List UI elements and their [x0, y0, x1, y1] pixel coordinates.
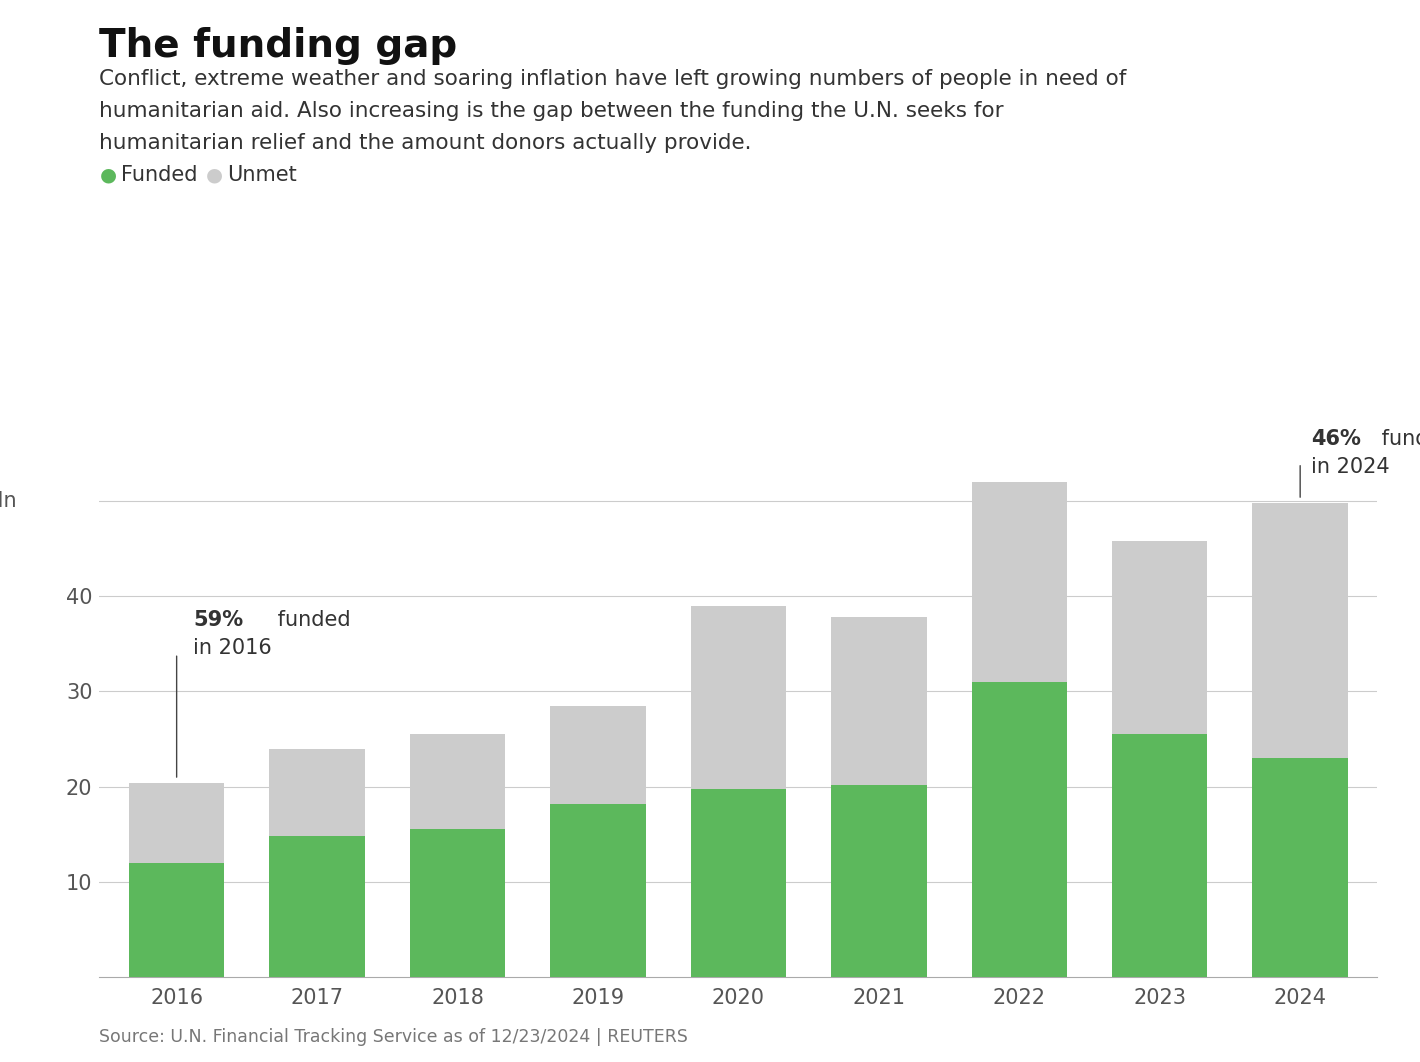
- Bar: [690, 605, 787, 788]
- Bar: [1112, 541, 1207, 734]
- Bar: [1252, 503, 1348, 758]
- Bar: [1252, 758, 1348, 977]
- Text: ●: ●: [206, 166, 223, 185]
- Text: Funded: Funded: [121, 166, 197, 185]
- Bar: [410, 734, 506, 829]
- Bar: [1112, 734, 1207, 977]
- Bar: [270, 836, 365, 977]
- Text: funded: funded: [1375, 429, 1420, 448]
- Bar: [971, 482, 1066, 682]
- Text: humanitarian aid. Also increasing is the gap between the funding the U.N. seeks : humanitarian aid. Also increasing is the…: [99, 101, 1004, 121]
- Text: Conflict, extreme weather and soaring inflation have left growing numbers of peo: Conflict, extreme weather and soaring in…: [99, 69, 1127, 89]
- Text: 46%: 46%: [1312, 429, 1362, 448]
- Text: $50 bln: $50 bln: [0, 491, 17, 511]
- Text: Unmet: Unmet: [227, 166, 297, 185]
- Text: 59%: 59%: [193, 610, 244, 630]
- Text: in 2024: in 2024: [1312, 457, 1390, 477]
- Bar: [129, 862, 224, 977]
- Bar: [129, 783, 224, 862]
- Text: Source: U.N. Financial Tracking Service as of 12/23/2024 | REUTERS: Source: U.N. Financial Tracking Service …: [99, 1028, 689, 1046]
- Text: humanitarian relief and the amount donors actually provide.: humanitarian relief and the amount donor…: [99, 133, 753, 153]
- Text: The funding gap: The funding gap: [99, 27, 457, 65]
- Bar: [831, 785, 927, 977]
- Text: ●: ●: [99, 166, 116, 185]
- Text: in 2016: in 2016: [193, 638, 273, 658]
- Bar: [831, 617, 927, 785]
- Bar: [690, 788, 787, 977]
- Bar: [550, 705, 646, 804]
- Bar: [270, 749, 365, 836]
- Bar: [550, 804, 646, 977]
- Bar: [971, 682, 1066, 977]
- Text: funded: funded: [271, 610, 351, 630]
- Bar: [410, 829, 506, 977]
